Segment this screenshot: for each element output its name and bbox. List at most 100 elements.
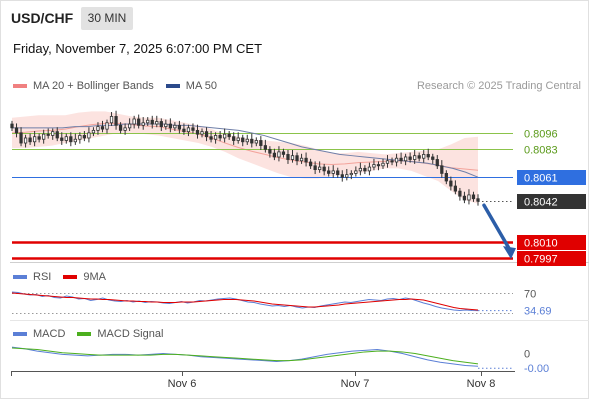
candle-body [23, 137, 28, 144]
candle-body [191, 127, 195, 131]
macd-line [11, 346, 479, 367]
candle [385, 155, 390, 168]
candle-body [46, 133, 50, 136]
candle [159, 118, 163, 132]
candle [109, 112, 114, 126]
candle [146, 117, 150, 126]
candle [471, 191, 476, 202]
candle [413, 149, 417, 164]
candle [363, 165, 367, 175]
candle [209, 131, 213, 143]
candle [155, 115, 159, 128]
candle-body [91, 129, 96, 134]
legend-item-bollinger: MA 20 + Bollinger Bands [13, 80, 154, 92]
candle-body [403, 156, 408, 162]
candle [277, 146, 281, 162]
candle [422, 149, 426, 163]
candle-body [64, 136, 68, 141]
candle [141, 117, 145, 130]
candle-body [390, 160, 394, 163]
candle [444, 170, 448, 185]
candle-body [78, 135, 82, 140]
candle-body [467, 194, 471, 201]
candle-body [290, 155, 295, 160]
candle [46, 128, 50, 139]
legend-swatch-rsi [13, 275, 27, 279]
candle-body [55, 131, 59, 139]
candle-body [250, 138, 254, 144]
candle-body [114, 116, 118, 126]
forecast-arrow-shaft [482, 203, 512, 252]
candle [299, 153, 304, 164]
candle-body [227, 133, 231, 138]
candle-body [431, 156, 435, 160]
macd-signal-line [11, 347, 479, 365]
candle-body [109, 116, 114, 124]
legend-label-macd: MACD [33, 328, 66, 340]
candle-body [422, 154, 426, 159]
candle-body [105, 122, 109, 130]
candle-body [32, 136, 37, 143]
candle-body [327, 170, 331, 174]
candle [28, 133, 32, 145]
candle [268, 146, 272, 158]
candle [372, 158, 376, 171]
support-label: 0.7997 [524, 254, 558, 266]
candle-body [322, 166, 326, 172]
candle [191, 123, 195, 134]
candle [100, 120, 105, 133]
candle [105, 119, 109, 134]
candle [290, 149, 295, 163]
candle-body [286, 154, 290, 160]
candle [381, 158, 385, 169]
candle [354, 166, 358, 177]
legend-item-rsi: RSI [13, 271, 51, 283]
candle [308, 158, 313, 169]
candle [164, 119, 168, 130]
candle [132, 115, 136, 129]
candle-body [69, 136, 73, 143]
candle [118, 122, 123, 134]
candle-body [453, 185, 458, 192]
candle [367, 162, 372, 176]
candle [476, 194, 480, 206]
candle [426, 148, 430, 161]
candle [127, 118, 132, 132]
pivot-label-box [517, 170, 586, 185]
candle-body [268, 148, 272, 154]
x-tick-label: Nov 6 [168, 378, 197, 390]
candle-body [444, 173, 448, 182]
candle-body [272, 152, 277, 158]
candle [123, 123, 127, 135]
candle-body [476, 198, 480, 202]
candle [467, 189, 471, 205]
candle [263, 139, 267, 153]
main-legend: MA 20 + Bollinger Bands MA 50 [13, 80, 229, 92]
candle [254, 137, 258, 147]
candle-body [200, 131, 204, 135]
candle-body [173, 124, 177, 129]
candle-body [42, 133, 46, 140]
candle [322, 163, 326, 176]
candle-body [304, 157, 308, 163]
candle-body [367, 166, 372, 172]
candle [431, 153, 435, 164]
timeframe-badge[interactable]: 30 MIN [81, 7, 133, 30]
candle-body [146, 119, 150, 124]
candle-body [209, 136, 213, 140]
candle [318, 161, 322, 173]
candle-body [358, 167, 363, 172]
candle [64, 133, 68, 144]
legend-item-9ma: 9MA [63, 271, 106, 283]
candle-body [277, 151, 281, 158]
candle-body [96, 126, 100, 131]
candle [313, 161, 317, 175]
candle-body [435, 159, 439, 167]
candle-body [254, 140, 258, 144]
candle-body [159, 121, 163, 127]
candle [250, 133, 254, 148]
candle [73, 133, 77, 145]
candle-body [376, 164, 381, 167]
candle-body [137, 118, 141, 126]
